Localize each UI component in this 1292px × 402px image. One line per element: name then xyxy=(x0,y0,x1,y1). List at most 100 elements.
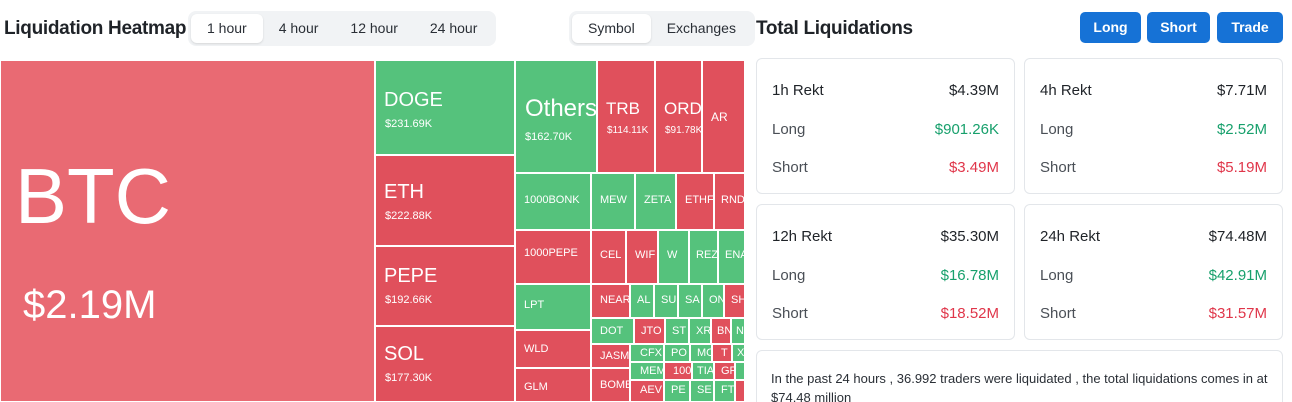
tile-symbol: CEL xyxy=(600,249,622,261)
tile-1000bonk[interactable]: 1000BONK xyxy=(515,173,591,230)
tile-symbol: CFX xyxy=(640,347,662,359)
short-label: Short xyxy=(1040,159,1076,176)
tile-symbol: ETHFI xyxy=(685,194,714,206)
tile-jasm[interactable]: JASM xyxy=(591,344,630,368)
tile-symbol: PEPE xyxy=(384,265,438,287)
tile-symbol: GLM xyxy=(524,381,548,393)
long-button[interactable]: Long xyxy=(1080,12,1141,43)
short-value: $31.57M xyxy=(1208,305,1267,322)
tile-symbol: 1000PEPE xyxy=(524,247,578,259)
tile-w[interactable]: W xyxy=(658,230,689,284)
tile-symbol: WIF xyxy=(635,249,656,261)
card-12h-rekt: 12h Rekt $35.30M Long $16.78M Short $18.52M xyxy=(756,204,1015,340)
view-tabs: Symbol Exchanges xyxy=(569,11,755,46)
short-value: $3.49M xyxy=(948,159,999,176)
long-label: Long xyxy=(772,121,806,138)
tile-value: $2.19M xyxy=(23,283,157,327)
tile-value: $91.78K xyxy=(665,125,702,136)
card-total: $4.39M xyxy=(948,82,999,99)
tile-symbol: DOT xyxy=(600,325,624,337)
tile-t[interactable]: T xyxy=(712,344,732,362)
tile-tia[interactable]: TIA xyxy=(692,362,714,380)
tile-bn[interactable]: BN xyxy=(711,318,731,344)
trade-button[interactable]: Trade xyxy=(1217,12,1283,43)
long-value: $16.78M xyxy=(940,267,999,284)
tile-symbol: PO xyxy=(671,347,687,359)
tile-po[interactable]: PO xyxy=(664,344,690,362)
tile-btc[interactable]: BTC $2.19M xyxy=(0,60,375,402)
long-value: $2.52M xyxy=(1216,121,1267,138)
tab-1-hour[interactable]: 1 hour xyxy=(191,14,263,43)
tile-aev[interactable]: AEV xyxy=(630,380,664,402)
tile-symbol: AL xyxy=(637,294,651,306)
tile-symbol: ON xyxy=(709,294,724,306)
tile-symbol: ENA xyxy=(725,249,744,261)
tile-xr[interactable]: XR xyxy=(689,318,711,344)
tile-cel[interactable]: CEL xyxy=(591,230,626,284)
tile-ethfi[interactable]: ETHFI xyxy=(676,173,714,230)
tile-small-1[interactable] xyxy=(735,362,745,380)
tile-x[interactable]: X xyxy=(732,344,745,362)
tile-value: $162.70K xyxy=(525,131,573,143)
tile-sa[interactable]: SA xyxy=(678,284,702,318)
tile-zeta[interactable]: ZETA xyxy=(635,173,676,230)
tab-exchanges[interactable]: Exchanges xyxy=(666,20,736,36)
tile-cfx[interactable]: CFX xyxy=(630,344,664,362)
short-label: Short xyxy=(772,159,808,176)
tile-ord[interactable]: ORD $91.78K xyxy=(655,60,702,173)
tab-12-hour[interactable]: 12 hour xyxy=(350,20,398,36)
tile-mem[interactable]: MEM xyxy=(630,362,664,380)
tile-value: $192.66K xyxy=(385,294,433,306)
tile-dot[interactable]: DOT xyxy=(591,318,634,344)
tile-mew[interactable]: MEW xyxy=(591,173,635,230)
tile-near[interactable]: NEAR xyxy=(591,284,630,318)
tile-bome[interactable]: BOME xyxy=(591,368,630,402)
card-1h-rekt: 1h Rekt $4.39M Long $901.26K Short $3.49M xyxy=(756,58,1015,194)
tab-4-hour[interactable]: 4 hour xyxy=(278,20,319,36)
tile-wif[interactable]: WIF xyxy=(626,230,658,284)
tile-symbol: ZETA xyxy=(644,194,672,206)
tile-others[interactable]: Others $162.70K xyxy=(515,60,597,173)
tile-mo[interactable]: MO xyxy=(690,344,712,362)
tile-symbol: 100 xyxy=(673,365,692,377)
tile-jto[interactable]: JTO xyxy=(634,318,665,344)
tile-sol[interactable]: SOL $177.30K xyxy=(375,326,515,402)
tile-n[interactable]: N xyxy=(731,318,745,344)
tile-trb[interactable]: TRB $114.11K xyxy=(597,60,655,173)
tile-100[interactable]: 100 xyxy=(664,362,692,380)
tile-symbol: BN xyxy=(717,325,731,337)
short-button[interactable]: Short xyxy=(1147,12,1210,43)
heatmap-title: Liquidation Heatmap xyxy=(4,18,187,39)
tile-se[interactable]: SE xyxy=(690,380,714,402)
tile-sh[interactable]: SH xyxy=(724,284,745,318)
tile-eth[interactable]: ETH $222.88K xyxy=(375,155,515,246)
tile-pepe[interactable]: PEPE $192.66K xyxy=(375,246,515,326)
long-label: Long xyxy=(772,267,806,284)
tab-24-hour[interactable]: 24 hour xyxy=(429,20,478,36)
tile-ena[interactable]: ENA xyxy=(718,230,745,284)
tile-pe[interactable]: PE xyxy=(664,380,690,402)
tile-symbol: RNDR xyxy=(721,194,745,206)
tile-doge[interactable]: DOGE $231.69K xyxy=(375,60,515,155)
tile-symbol: JTO xyxy=(641,325,662,337)
tile-ft[interactable]: FT xyxy=(714,380,735,402)
tile-rndr[interactable]: RNDR xyxy=(714,173,745,230)
tile-lpt[interactable]: LPT xyxy=(515,284,591,330)
tile-glm[interactable]: GLM xyxy=(515,368,591,402)
tile-small-2[interactable] xyxy=(735,380,745,402)
tile-symbol: SH xyxy=(731,294,745,306)
tile-ar[interactable]: AR xyxy=(702,60,745,173)
tile-su[interactable]: SU xyxy=(654,284,678,318)
tile-1000pepe[interactable]: 1000PEPE xyxy=(515,230,591,284)
tile-symbol: TIA xyxy=(697,365,714,377)
tile-symbol: T xyxy=(721,347,728,359)
long-label: Long xyxy=(1040,267,1074,284)
tab-symbol[interactable]: Symbol xyxy=(572,14,651,43)
tile-rez[interactable]: REZ xyxy=(689,230,718,284)
tile-st[interactable]: ST xyxy=(665,318,689,344)
tile-wld[interactable]: WLD xyxy=(515,330,591,368)
tile-on[interactable]: ON xyxy=(702,284,724,318)
tile-al[interactable]: AL xyxy=(630,284,654,318)
tile-gr[interactable]: GR xyxy=(714,362,735,380)
